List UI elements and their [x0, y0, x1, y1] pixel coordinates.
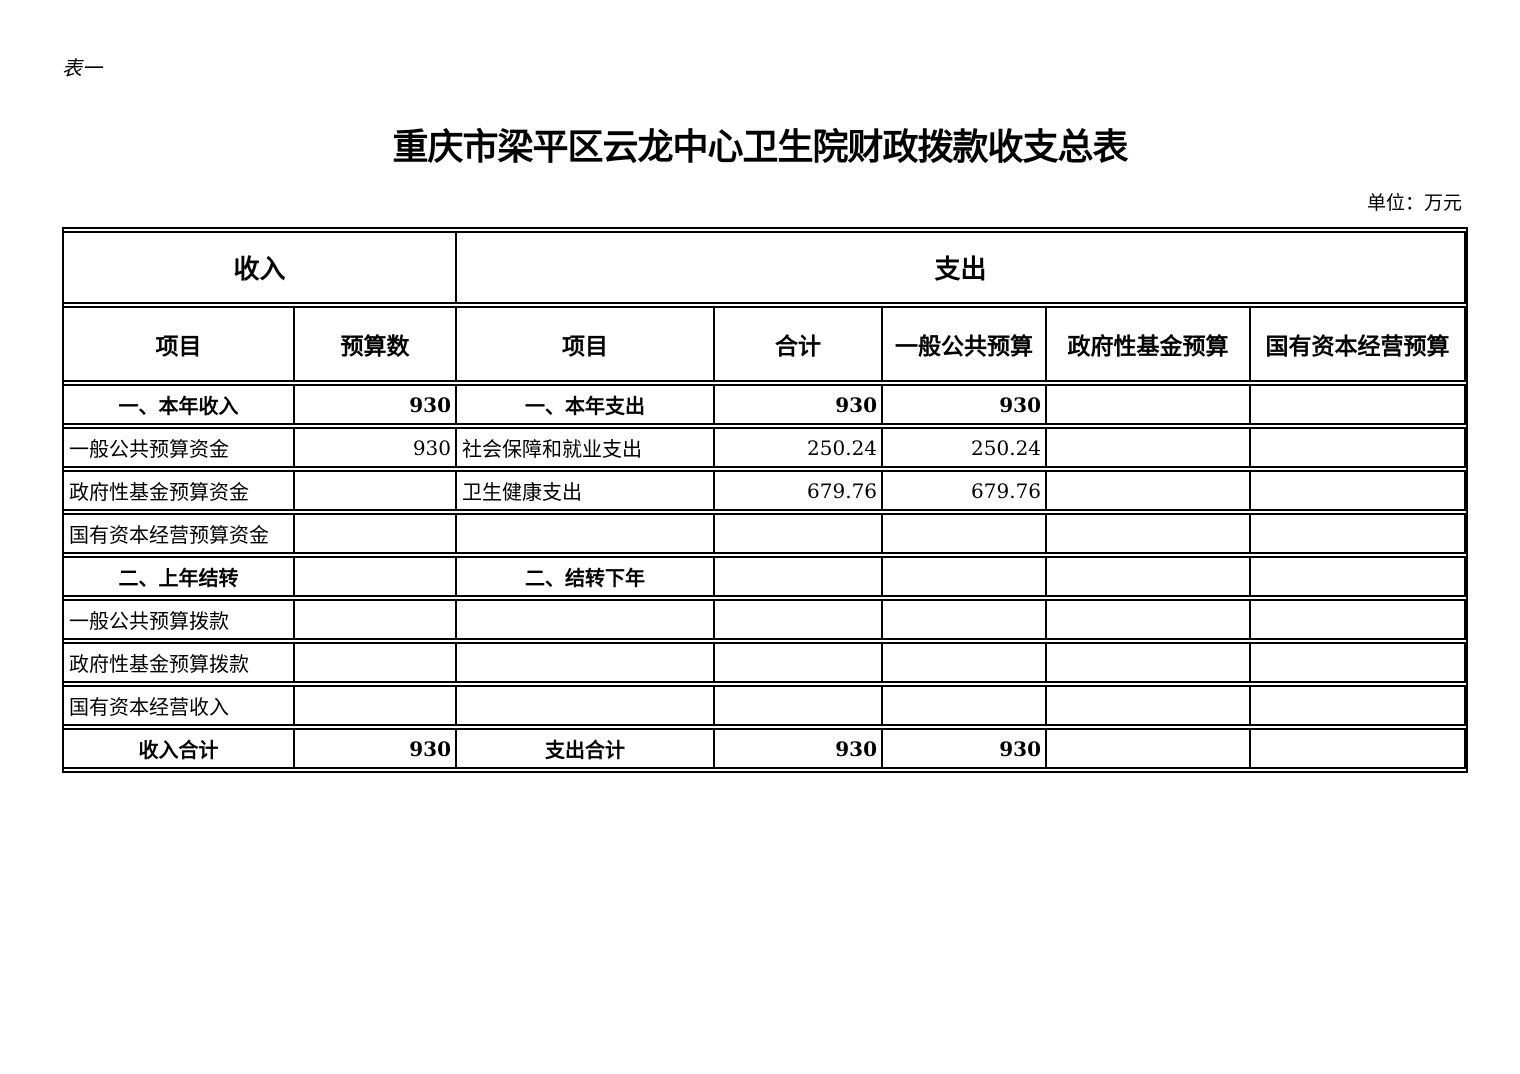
table-row: 一、本年收入 930 一、本年支出 930 930 — [64, 384, 1467, 425]
cell-income-item: 政府性基金预算拨款 — [64, 642, 295, 683]
cell-expense-total — [715, 513, 884, 554]
cell-general-public — [883, 642, 1048, 683]
cell-expense-total — [715, 642, 884, 683]
cell-income-budget: 930 — [295, 384, 458, 425]
cell-expense-item — [457, 642, 716, 683]
cell-income-budget — [295, 642, 458, 683]
cell-state-capital — [1251, 685, 1467, 726]
cell-income-budget — [295, 599, 458, 640]
cell-expense-item — [457, 513, 716, 554]
cell-gov-fund — [1047, 556, 1252, 597]
cell-state-capital — [1251, 599, 1467, 640]
cell-general-public: 930 — [883, 728, 1048, 769]
cell-income-item: 一般公共预算拨款 — [64, 599, 295, 640]
table-row: 政府性基金预算资金 卫生健康支出 679.76 679.76 — [64, 470, 1467, 511]
cell-general-public: 930 — [883, 384, 1048, 425]
page-title: 重庆市梁平区云龙中心卫生院财政拨款收支总表 — [392, 126, 1128, 168]
cell-income-item: 国有资本经营预算资金 — [64, 513, 295, 554]
cell-general-public — [883, 513, 1048, 554]
budget-summary-table: 收入 支出 项目 预算数 项目 合计 一般公共预算 政府性基金预算 国有资本经营… — [62, 227, 1469, 773]
col-header-state-capital-budget: 国有资本经营预算 — [1251, 306, 1467, 382]
cell-expense-total — [715, 556, 884, 597]
cell-income-total-label: 收入合计 — [64, 728, 295, 769]
cell-state-capital — [1251, 556, 1467, 597]
expense-group-header: 支出 — [457, 231, 1467, 304]
cell-general-public: 679.76 — [883, 470, 1048, 511]
table-row: 一般公共预算拨款 — [64, 599, 1467, 640]
cell-gov-fund — [1047, 728, 1252, 769]
cell-expense-item: 一、本年支出 — [457, 384, 716, 425]
cell-expense-item — [457, 599, 716, 640]
table-row: 一般公共预算资金 930 社会保障和就业支出 250.24 250.24 — [64, 427, 1467, 468]
cell-income-budget: 930 — [295, 427, 458, 468]
cell-expense-total: 679.76 — [715, 470, 884, 511]
cell-state-capital — [1251, 427, 1467, 468]
cell-income-budget — [295, 470, 458, 511]
cell-expense-item — [457, 685, 716, 726]
col-header-expense-total: 合计 — [715, 306, 884, 382]
cell-income-item: 政府性基金预算资金 — [64, 470, 295, 511]
cell-expense-item: 卫生健康支出 — [457, 470, 716, 511]
col-header-income-budget: 预算数 — [295, 306, 458, 382]
cell-expense-total: 930 — [715, 728, 884, 769]
cell-income-total: 930 — [295, 728, 458, 769]
sheet-label: 表一 — [62, 56, 102, 80]
col-header-gov-fund-budget: 政府性基金预算 — [1047, 306, 1252, 382]
cell-general-public: 250.24 — [883, 427, 1048, 468]
cell-expense-total — [715, 599, 884, 640]
cell-income-item: 一、本年收入 — [64, 384, 295, 425]
unit-note: 单位：万元 — [1366, 192, 1462, 214]
table-row: 二、上年结转 二、结转下年 — [64, 556, 1467, 597]
cell-income-item: 国有资本经营收入 — [64, 685, 295, 726]
col-header-general-public-budget: 一般公共预算 — [883, 306, 1048, 382]
table-row: 政府性基金预算拨款 — [64, 642, 1467, 683]
cell-general-public — [883, 556, 1048, 597]
col-header-expense-item: 项目 — [457, 306, 716, 382]
table-column-header-row: 项目 预算数 项目 合计 一般公共预算 政府性基金预算 国有资本经营预算 — [64, 306, 1467, 382]
cell-state-capital — [1251, 384, 1467, 425]
cell-expense-total: 930 — [715, 384, 884, 425]
cell-gov-fund — [1047, 427, 1252, 468]
cell-income-item: 二、上年结转 — [64, 556, 295, 597]
table-row: 国有资本经营预算资金 — [64, 513, 1467, 554]
cell-gov-fund — [1047, 642, 1252, 683]
cell-expense-total: 250.24 — [715, 427, 884, 468]
cell-gov-fund — [1047, 384, 1252, 425]
cell-state-capital — [1251, 470, 1467, 511]
cell-state-capital — [1251, 728, 1467, 769]
table-group-header-row: 收入 支出 — [64, 231, 1467, 304]
cell-expense-total — [715, 685, 884, 726]
cell-state-capital — [1251, 513, 1467, 554]
col-header-income-item: 项目 — [64, 306, 295, 382]
cell-expense-item: 二、结转下年 — [457, 556, 716, 597]
cell-gov-fund — [1047, 599, 1252, 640]
cell-gov-fund — [1047, 513, 1252, 554]
table-total-row: 收入合计 930 支出合计 930 930 — [64, 728, 1467, 769]
cell-gov-fund — [1047, 685, 1252, 726]
cell-general-public — [883, 599, 1048, 640]
cell-gov-fund — [1047, 470, 1252, 511]
cell-income-budget — [295, 685, 458, 726]
cell-income-budget — [295, 513, 458, 554]
cell-income-item: 一般公共预算资金 — [64, 427, 295, 468]
table-row: 国有资本经营收入 — [64, 685, 1467, 726]
income-group-header: 收入 — [64, 231, 458, 304]
cell-state-capital — [1251, 642, 1467, 683]
cell-income-budget — [295, 556, 458, 597]
cell-general-public — [883, 685, 1048, 726]
cell-expense-total-label: 支出合计 — [457, 728, 716, 769]
cell-expense-item: 社会保障和就业支出 — [457, 427, 716, 468]
